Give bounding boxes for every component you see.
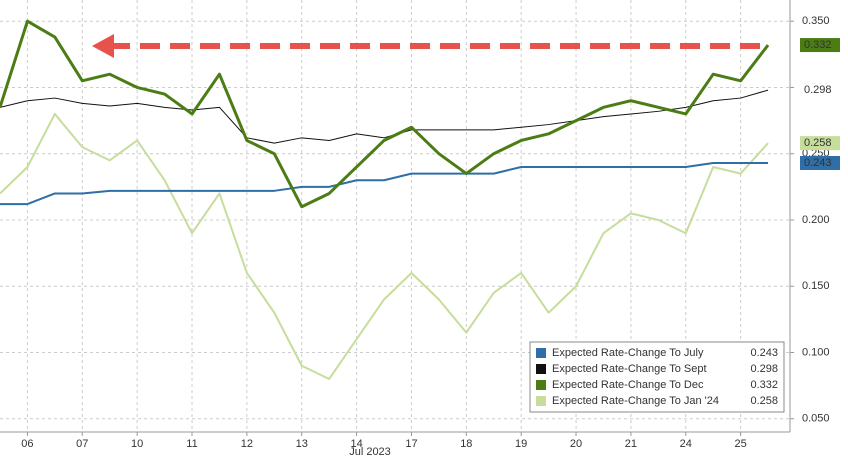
last-value-label: 0.258	[804, 137, 832, 149]
legend-swatch	[536, 396, 546, 406]
arrow-head	[92, 34, 114, 58]
x-tick-label: 19	[515, 438, 527, 450]
x-tick-label: 07	[76, 438, 88, 450]
y-tick-label: 0.200	[802, 214, 830, 226]
x-tick-label: 14	[350, 438, 362, 450]
series-line	[0, 89, 769, 144]
legend-value: 0.243	[750, 347, 778, 359]
x-axis-label: Jul 2023	[349, 446, 391, 458]
x-tick-label: 24	[680, 438, 692, 450]
last-value-badge	[800, 155, 840, 170]
y-tick-label: 0.350	[802, 15, 830, 27]
legend-value: 0.258	[750, 395, 778, 407]
x-tick-label: 17	[405, 438, 417, 450]
series-line	[0, 19, 770, 209]
legend-swatch	[536, 364, 546, 374]
legend-value: 0.332	[750, 379, 778, 391]
last-value-badge	[800, 136, 840, 151]
last-value-badge	[800, 83, 840, 98]
x-tick-label: 06	[21, 438, 33, 450]
legend-box	[529, 341, 785, 413]
x-tick-label: 25	[735, 438, 747, 450]
legend-swatch	[536, 380, 546, 390]
last-value-label: 0.243	[804, 157, 832, 169]
x-tick-label: 20	[570, 438, 582, 450]
x-tick-label: 10	[131, 438, 143, 450]
legend-label: Expected Rate-Change To Dec	[552, 379, 704, 391]
legend-value: 0.298	[750, 363, 778, 375]
x-tick-label: 18	[460, 438, 472, 450]
x-tick-label: 12	[241, 438, 253, 450]
legend-label: Expected Rate-Change To Sept	[552, 363, 707, 375]
y-tick-label: 0.100	[802, 346, 830, 358]
x-tick-label: 13	[296, 438, 308, 450]
y-tick-label: 0.150	[802, 280, 830, 292]
series-line	[0, 112, 769, 380]
y-tick-label: 0.050	[802, 413, 830, 425]
x-tick-label: 21	[625, 438, 637, 450]
legend-label: Expected Rate-Change To July	[552, 347, 704, 359]
legend-label: Expected Rate-Change To Jan '24	[552, 395, 719, 407]
series-line	[0, 161, 769, 206]
legend-swatch	[536, 348, 546, 358]
x-tick-label: 11	[186, 438, 197, 450]
last-value-label: 0.332	[804, 39, 832, 51]
last-value-label: 0.298	[804, 84, 832, 96]
lines	[0, 19, 770, 380]
last-value-badge	[800, 38, 840, 53]
